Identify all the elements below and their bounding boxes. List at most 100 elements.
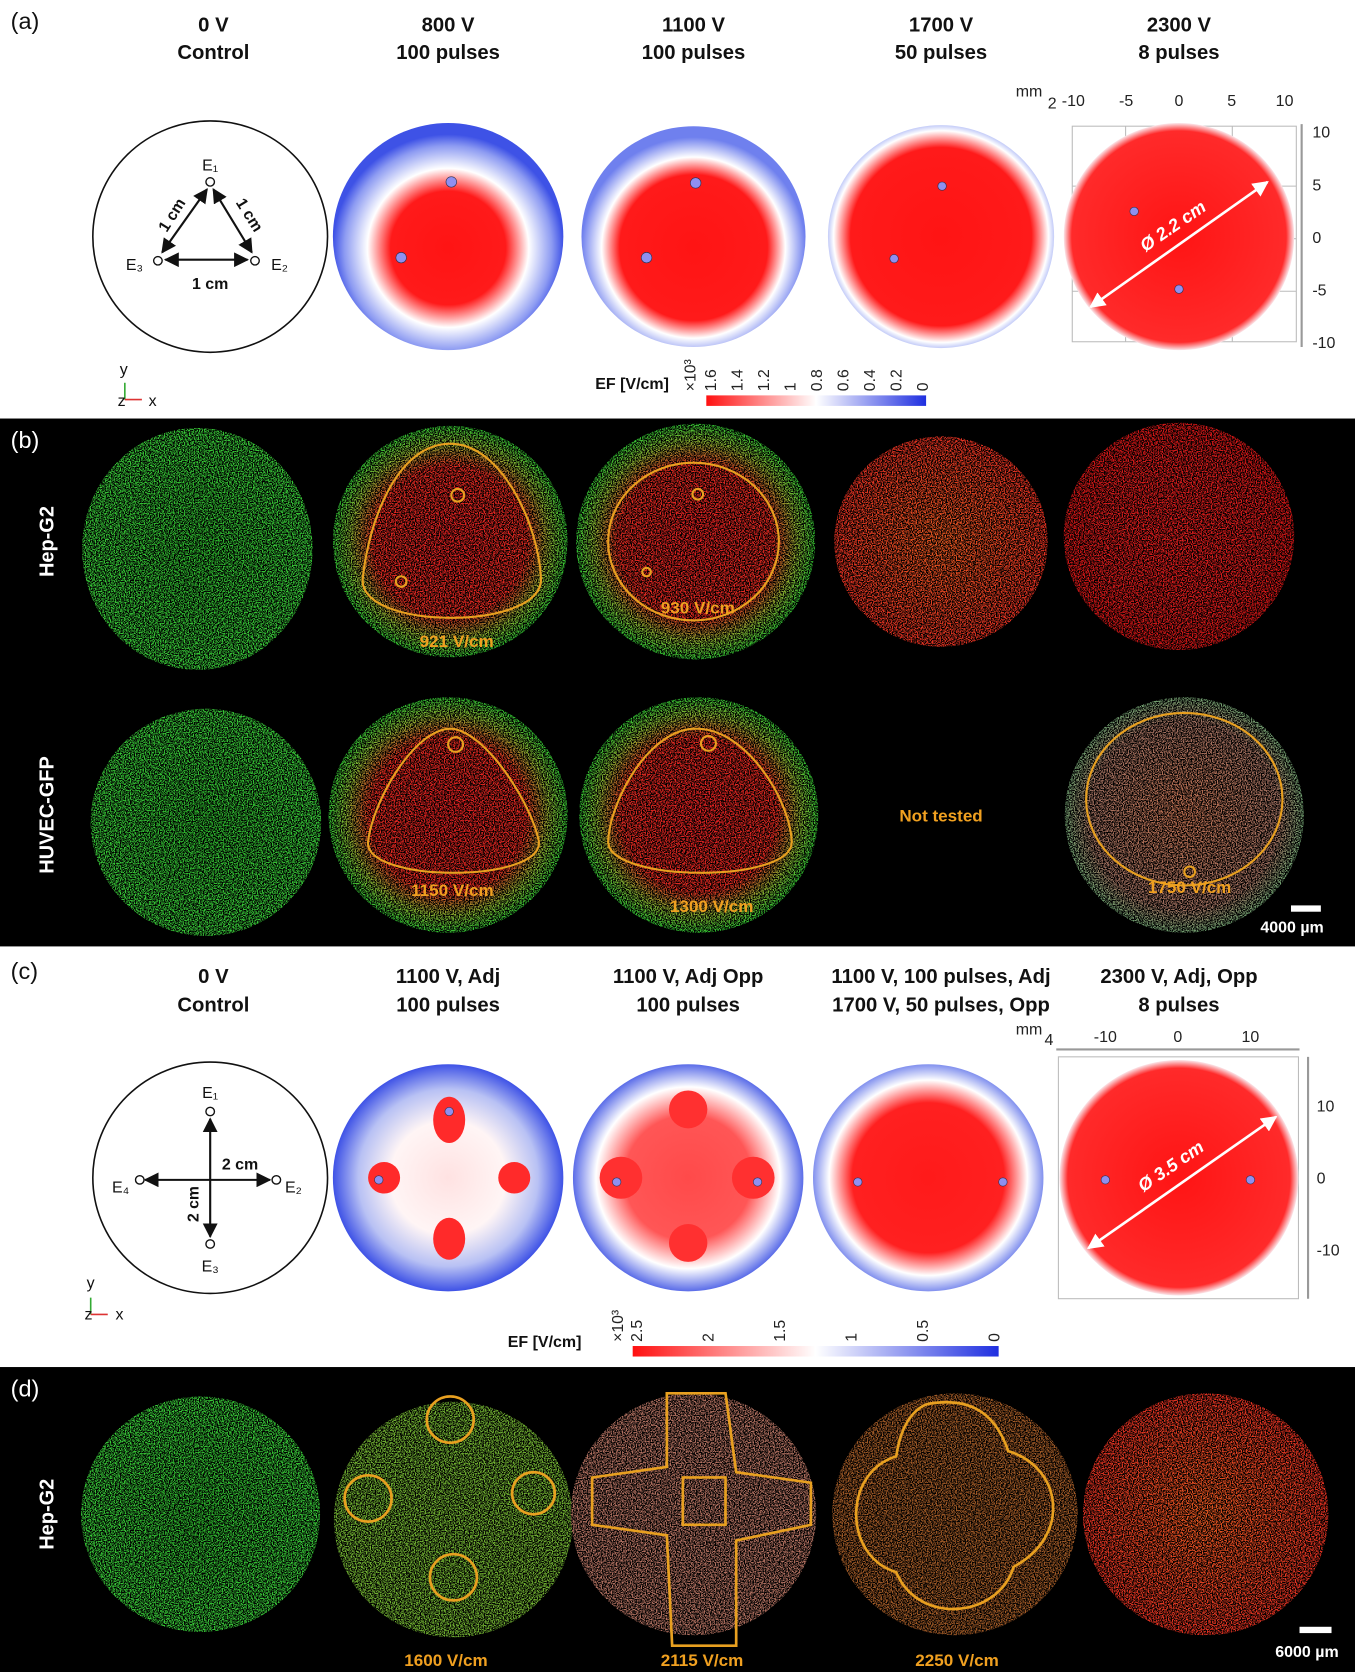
distance-label: 2 cm (222, 1156, 258, 1173)
column-title: 0 V (198, 15, 229, 37)
ruler-tick-label: 10 (1242, 1029, 1260, 1046)
corner-label: 4 (1045, 1032, 1054, 1049)
spot (498, 1162, 530, 1194)
column-title: 2300 V (1147, 15, 1212, 37)
colorbar-multiplier: ×10³ (610, 1310, 627, 1342)
colorbar-tick-label: 2 (701, 1333, 718, 1342)
colorbar-tick-label: 1.5 (772, 1320, 789, 1342)
axis-glyph: y z x (85, 1275, 124, 1323)
electrode-label: E₃ (202, 1258, 219, 1275)
dot (396, 252, 407, 263)
colorbar-tick-label: 0.8 (809, 369, 826, 391)
dot (690, 178, 701, 189)
electrode (154, 257, 163, 265)
field-map (828, 125, 1054, 348)
colorbar (706, 395, 926, 406)
field-label: 2115 V/cm (661, 1651, 744, 1670)
spot (433, 1097, 465, 1143)
axis-label: x (115, 1307, 123, 1324)
micrograph (1065, 697, 1304, 933)
column-title: 1100 V, 100 pulses, Adj (831, 966, 1050, 988)
electrode-label: E₃ (126, 257, 143, 274)
field-label: 930 V/cm (661, 598, 735, 617)
electrode (206, 178, 215, 186)
axis-label: z (118, 393, 126, 410)
micrograph (834, 436, 1047, 646)
field-label: 1750 V/cm (1148, 878, 1231, 897)
ruler-tick-label: 0 (1312, 230, 1321, 247)
column-subtitle: 50 pulses (895, 42, 987, 64)
colorbar-title: EF [V/cm] (508, 1334, 582, 1351)
ruler-tick-label: -10 (1062, 93, 1085, 110)
micrograph (571, 1393, 816, 1635)
micrograph (832, 1393, 1077, 1635)
field-map (581, 126, 805, 347)
spot (669, 1090, 707, 1128)
electrode (206, 1240, 215, 1248)
colorbar-tick-label: 1 (844, 1333, 861, 1342)
dot (446, 177, 457, 188)
ruler-tick-label: 5 (1227, 93, 1236, 110)
field-label: 2250 V/cm (915, 1651, 998, 1670)
column-subtitle: 8 pulses (1138, 995, 1219, 1017)
field-map (1059, 1060, 1298, 1296)
distance-label: 1 cm (192, 276, 228, 293)
colorbar-tick-label: 0.2 (889, 369, 906, 391)
scale-bar-label: 6000 µm (1275, 1644, 1338, 1661)
spot (600, 1157, 643, 1199)
field-map (813, 1064, 1043, 1291)
ruler-tick-label: -5 (1312, 283, 1326, 300)
ruler-tick-label: -10 (1094, 1029, 1117, 1046)
panel-label: (b) (11, 427, 40, 453)
field-map (1064, 123, 1294, 350)
colorbar-tick-label: 1.4 (729, 369, 746, 391)
figure: (a) 0 VControl800 V100 pulses1100 V100 p… (0, 0, 1355, 1672)
dot (1246, 1176, 1255, 1184)
micrograph (1083, 1393, 1328, 1635)
ruler-tick-label: -10 (1312, 335, 1335, 352)
spot (368, 1162, 400, 1194)
electrode (251, 257, 260, 265)
dot (938, 182, 947, 190)
row-label: Hep-G2 (36, 506, 58, 577)
corner-label: 2 (1048, 95, 1057, 112)
field-label: 1600 V/cm (404, 1651, 487, 1670)
field-label: 1300 V/cm (670, 897, 753, 916)
column-subtitle: 100 pulses (396, 42, 500, 64)
colorbar-tick-label: 1.2 (756, 369, 773, 391)
dot (999, 1178, 1008, 1186)
row-label: HUVEC-GFP (36, 756, 58, 874)
micrographs (81, 1393, 1328, 1637)
ruler-tick-label: -10 (1317, 1243, 1340, 1260)
colorbar (633, 1346, 999, 1357)
column-subtitle: Control (177, 42, 249, 64)
colorbar-multiplier: ×10³ (682, 359, 699, 391)
dot (890, 254, 899, 262)
electrode (272, 1176, 281, 1184)
micrograph (81, 1396, 320, 1632)
field-map (333, 123, 563, 350)
dot (753, 1178, 762, 1186)
axis-label: x (149, 393, 157, 410)
scale-bar (1291, 905, 1321, 911)
ruler-tick-label: 10 (1276, 93, 1294, 110)
colorbar-tick-label: 1.6 (703, 369, 720, 391)
electrode-label: E₁ (202, 1085, 218, 1102)
micrograph (91, 709, 321, 936)
ruler-tick-label: 5 (1312, 177, 1321, 194)
column-subtitle: 100 pulses (636, 995, 740, 1017)
row-label: Hep-G2 (36, 1479, 58, 1550)
ruler-tick-label: 0 (1175, 93, 1184, 110)
colorbar-tick-label: 0 (915, 382, 932, 391)
dot (1101, 1176, 1110, 1184)
dot (612, 1178, 621, 1186)
dot (854, 1178, 863, 1186)
colorbar-tick-label: 0.6 (835, 369, 852, 391)
dot (374, 1176, 383, 1184)
column-title: 1100 V, Adj Opp (613, 966, 763, 988)
micrograph (1064, 423, 1294, 650)
unit: mm (1016, 84, 1043, 101)
spot (732, 1157, 775, 1199)
column-title: 0 V (198, 966, 229, 988)
